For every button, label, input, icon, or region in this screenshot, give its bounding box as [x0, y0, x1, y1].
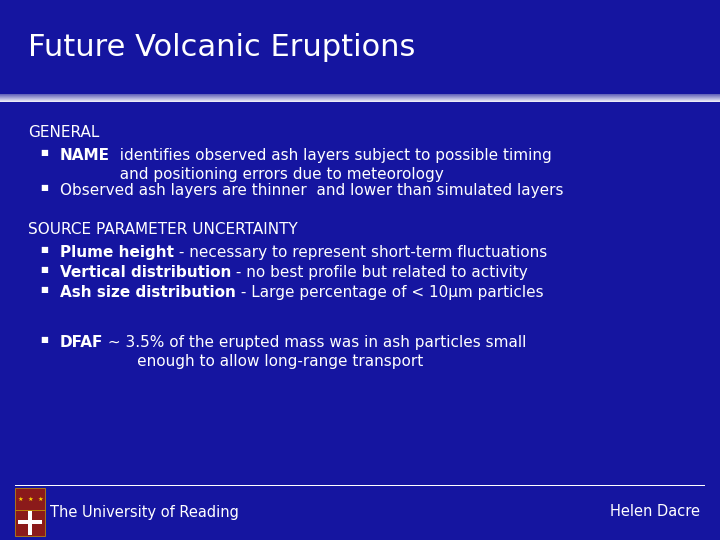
Text: ■: ■: [40, 285, 48, 294]
Bar: [15, 510, 45, 536]
Bar: [0, 96, 720, 97]
Bar: [0, 98, 720, 99]
Bar: [0, 0, 720, 94]
Bar: [18, 520, 42, 524]
Text: ■: ■: [40, 245, 48, 254]
Text: - necessary to represent short-term fluctuations: - necessary to represent short-term fluc…: [174, 245, 547, 260]
Text: ~ 3.5% of the erupted mass was in ash particles small
       enough to allow lon: ~ 3.5% of the erupted mass was in ash pa…: [104, 335, 527, 369]
Bar: [15, 488, 45, 510]
Text: identifies observed ash layers subject to possible timing
  and positioning erro: identifies observed ash layers subject t…: [110, 148, 552, 182]
Text: GENERAL: GENERAL: [28, 125, 99, 140]
Text: Future Volcanic Eruptions: Future Volcanic Eruptions: [28, 32, 415, 62]
Text: ■: ■: [40, 148, 48, 157]
Text: ■: ■: [40, 265, 48, 274]
Text: - no best profile but related to activity: - no best profile but related to activit…: [231, 265, 528, 280]
Text: ★: ★: [37, 497, 42, 502]
Text: ■: ■: [40, 335, 48, 344]
Text: Vertical distribution: Vertical distribution: [60, 265, 231, 280]
Bar: [28, 511, 32, 535]
Text: - Large percentage of < 10μm particles: - Large percentage of < 10μm particles: [236, 285, 544, 300]
Text: Plume height: Plume height: [60, 245, 174, 260]
Bar: [0, 97, 720, 98]
Text: ★: ★: [17, 497, 23, 502]
Text: DFAF: DFAF: [60, 335, 104, 350]
Text: SOURCE PARAMETER UNCERTAINTY: SOURCE PARAMETER UNCERTAINTY: [28, 222, 298, 237]
Text: ★: ★: [27, 497, 33, 502]
Text: The University of Reading: The University of Reading: [50, 504, 239, 519]
Bar: [0, 101, 720, 102]
Text: Observed ash layers are thinner  and lower than simulated layers: Observed ash layers are thinner and lowe…: [60, 183, 564, 198]
Bar: [0, 100, 720, 101]
Bar: [0, 99, 720, 100]
Bar: [15, 484, 705, 486]
Text: Ash size distribution: Ash size distribution: [60, 285, 236, 300]
Bar: [0, 95, 720, 96]
Text: Helen Dacre: Helen Dacre: [610, 504, 700, 519]
Bar: [0, 94, 720, 95]
Text: NAME: NAME: [60, 148, 110, 163]
Text: ■: ■: [40, 183, 48, 192]
